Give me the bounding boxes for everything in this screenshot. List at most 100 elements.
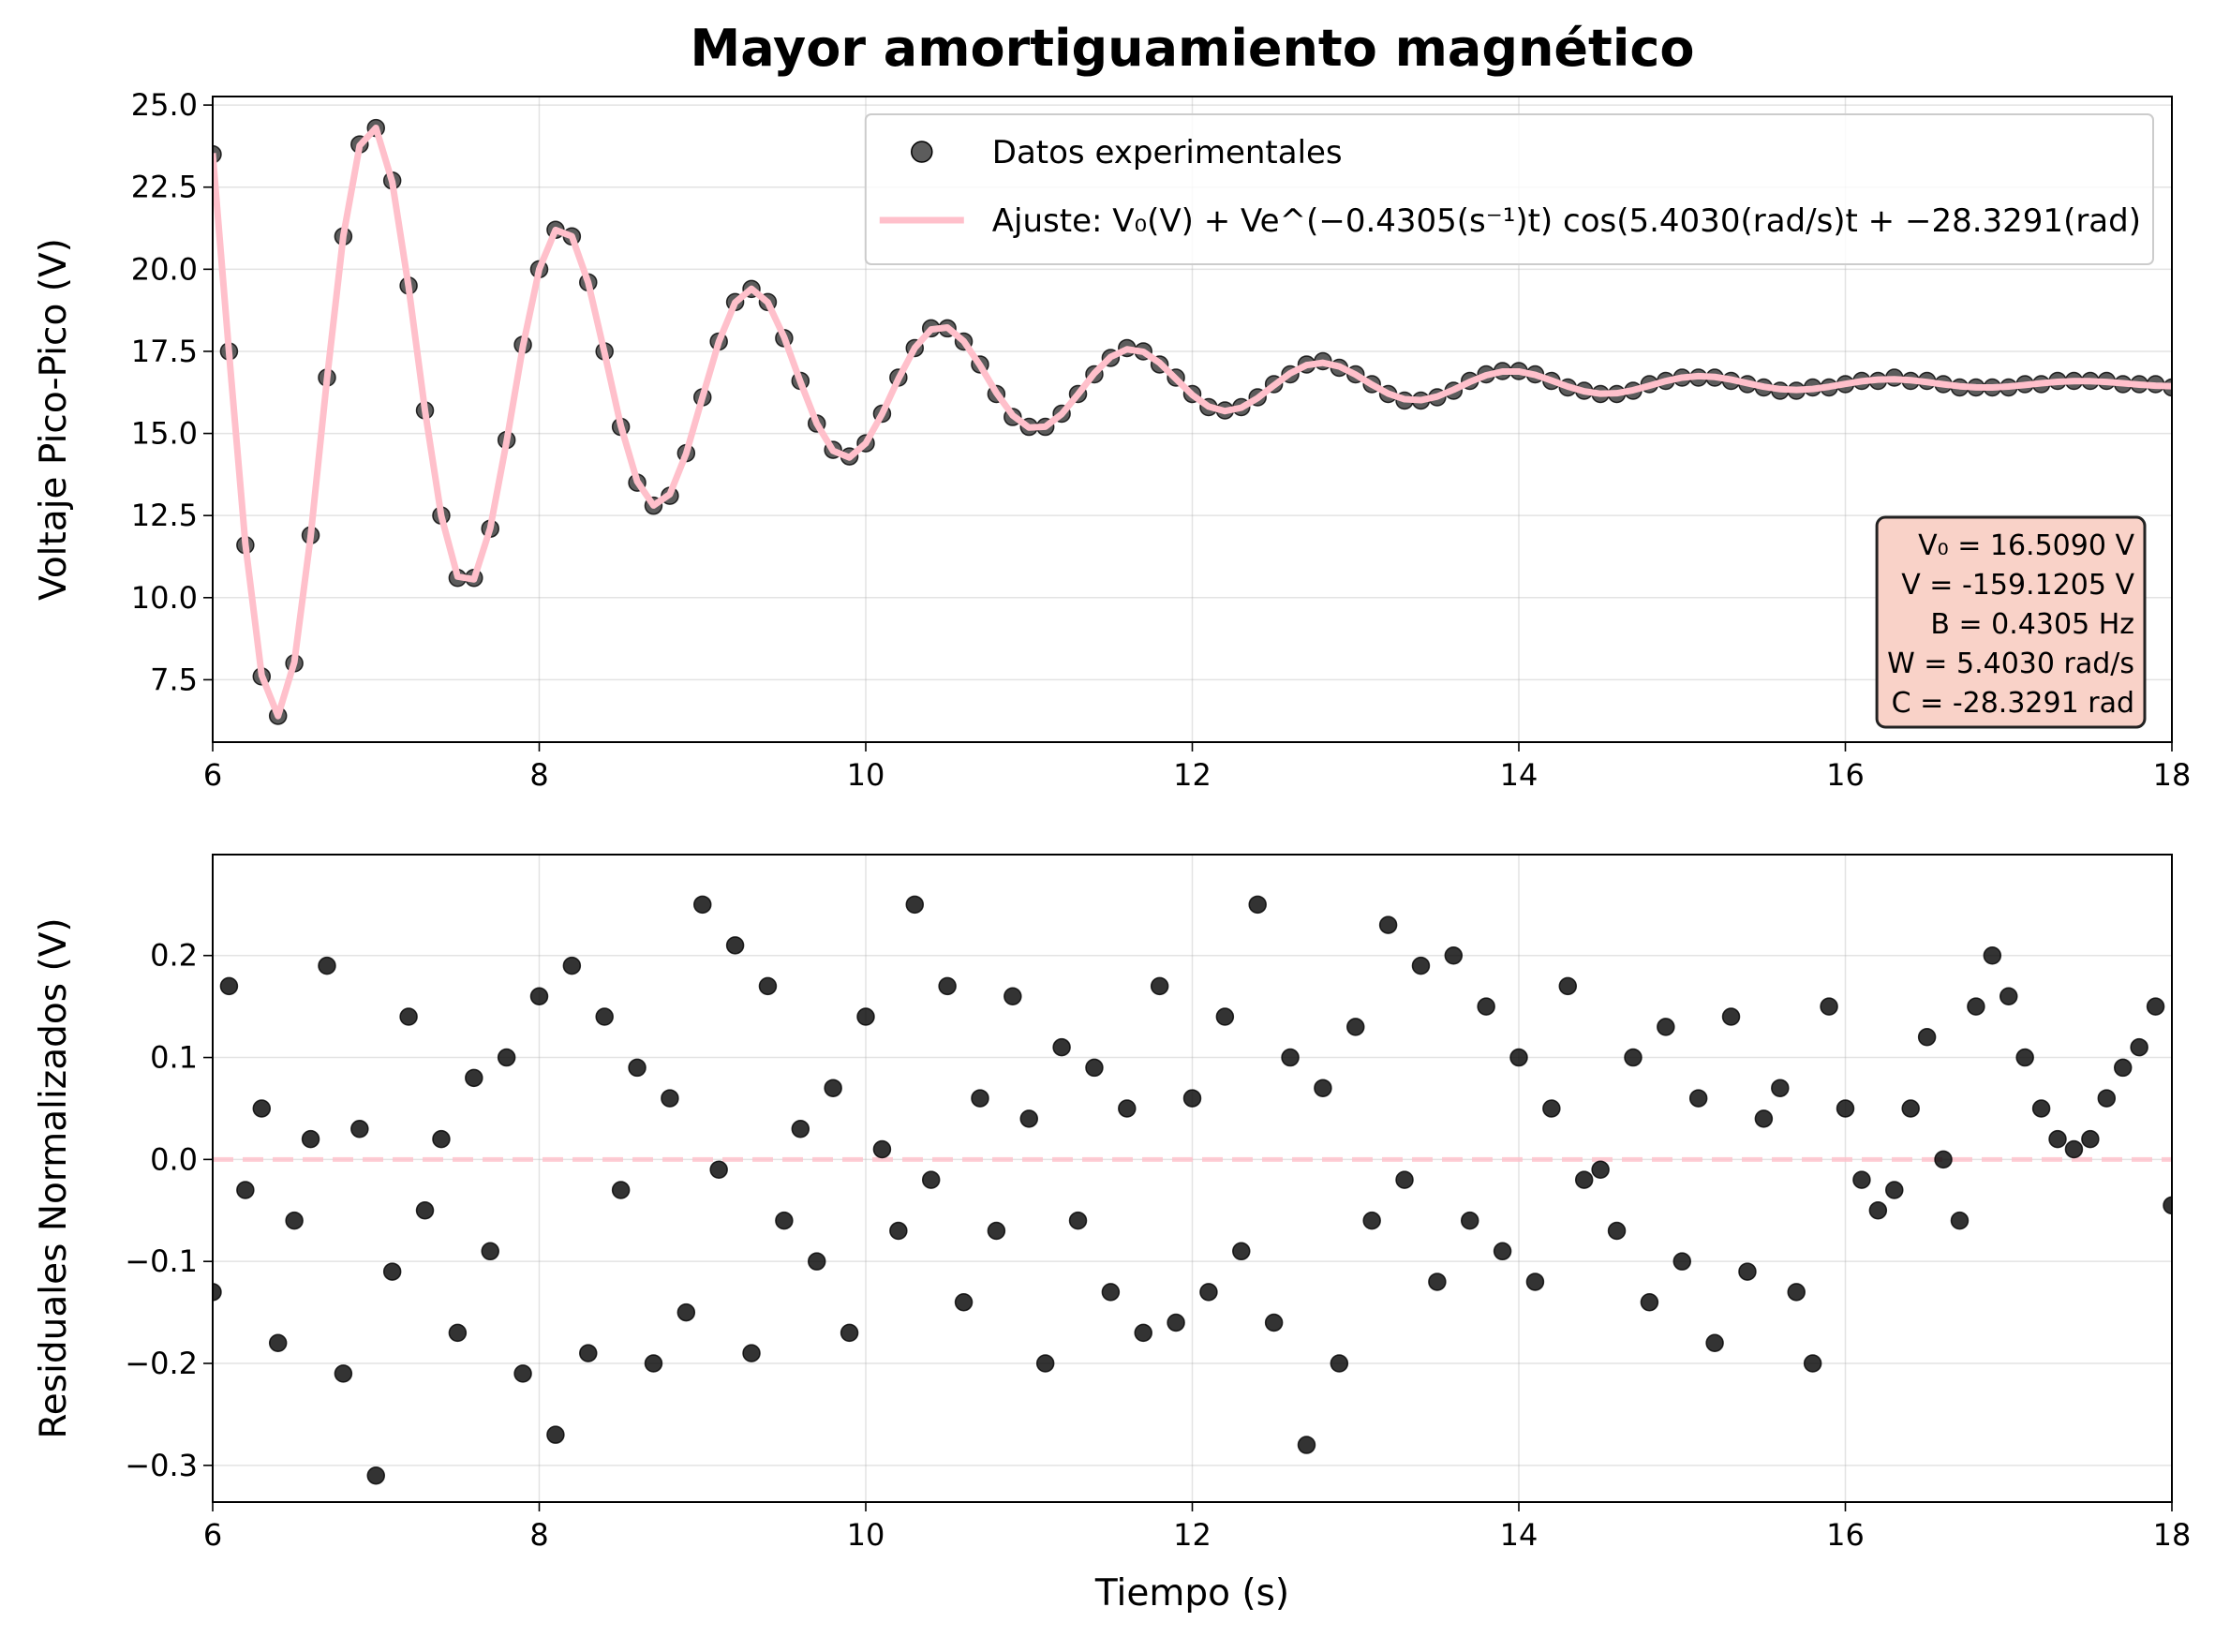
data-point xyxy=(758,976,778,996)
data-point xyxy=(1003,987,1022,1006)
data-point xyxy=(775,1211,794,1230)
data-point xyxy=(1591,1160,1610,1180)
data-point xyxy=(1314,1079,1332,1097)
y-axis-label: Residuales Normalizados (V) xyxy=(33,917,75,1438)
data-point xyxy=(546,1425,565,1444)
x-tick-label: 18 xyxy=(2153,757,2192,793)
data-point xyxy=(2081,1129,2100,1149)
y-tick-label: 7.5 xyxy=(150,662,198,697)
data-point xyxy=(856,1007,875,1026)
data-point xyxy=(987,1221,1006,1241)
data-point xyxy=(2048,1129,2067,1149)
y-tick-label: 22.5 xyxy=(131,170,198,205)
data-point xyxy=(595,1007,614,1026)
y-tick-label: 25.0 xyxy=(131,87,198,123)
data-point xyxy=(1182,1089,1202,1108)
data-point xyxy=(2031,1099,2051,1118)
data-point xyxy=(268,1333,288,1352)
data-point xyxy=(1640,1292,1659,1312)
data-point xyxy=(905,895,925,915)
data-point xyxy=(1378,915,1398,934)
data-point xyxy=(1787,1283,1806,1302)
data-point xyxy=(579,1344,598,1362)
data-point xyxy=(1901,1099,1920,1118)
data-point xyxy=(1134,1323,1152,1343)
data-point xyxy=(1199,1283,1218,1302)
annotation-line: W = 5.4030 rad/s xyxy=(1887,647,2134,680)
data-point xyxy=(1852,1170,1871,1189)
data-point xyxy=(1052,1037,1071,1057)
data-point xyxy=(742,1344,761,1362)
plot-area xyxy=(213,118,2172,725)
data-point xyxy=(497,1048,516,1067)
data-point xyxy=(481,1242,499,1261)
data-point xyxy=(448,1323,468,1343)
x-tick-label: 8 xyxy=(529,757,548,793)
data-point xyxy=(2015,1048,2034,1067)
data-point xyxy=(791,1119,810,1139)
data-point xyxy=(2130,1037,2148,1057)
data-point xyxy=(889,1221,908,1241)
data-point xyxy=(513,1364,532,1383)
data-point xyxy=(921,1170,941,1189)
x-tick-label: 14 xyxy=(1500,1517,1539,1553)
data-point xyxy=(1820,997,1838,1016)
data-point xyxy=(1330,1354,1349,1373)
data-point xyxy=(415,1201,435,1220)
data-point xyxy=(1297,1436,1316,1454)
data-point xyxy=(252,1099,272,1118)
data-point xyxy=(562,956,582,975)
data-point xyxy=(366,1466,385,1485)
y-tick-label: −0.1 xyxy=(125,1243,198,1279)
data-point xyxy=(1428,1272,1447,1291)
data-point xyxy=(611,1181,631,1199)
data-point xyxy=(1917,1028,1937,1047)
data-point xyxy=(824,1079,842,1097)
data-point xyxy=(1477,997,1495,1016)
x-tick-label: 14 xyxy=(1500,757,1539,793)
data-point xyxy=(1248,895,1267,915)
y-tick-label: 0.2 xyxy=(150,938,198,974)
legend-label: Ajuste: V₀(V) + Ve^(−0.4305(s⁻¹)t) cos(5… xyxy=(992,202,2141,240)
data-point xyxy=(465,1068,483,1088)
annotation-line: V = -159.1205 V xyxy=(1901,569,2134,602)
data-point xyxy=(1509,1048,1528,1067)
x-tick-label: 16 xyxy=(1826,757,1865,793)
data-point xyxy=(1836,1099,1855,1118)
x-tick-label: 10 xyxy=(847,1517,885,1553)
data-point xyxy=(1035,1354,1055,1373)
axes-frame xyxy=(212,96,2173,743)
data-point xyxy=(1411,956,1431,975)
data-point xyxy=(2064,1139,2084,1159)
data-point xyxy=(1672,1252,1691,1271)
data-point xyxy=(1885,1181,1904,1199)
data-point xyxy=(1705,1333,1724,1352)
data-point xyxy=(1346,1018,1365,1036)
data-point xyxy=(1754,1109,1774,1128)
data-point xyxy=(1215,1007,1235,1026)
data-point xyxy=(1803,1354,1822,1373)
x-tick-label: 12 xyxy=(1173,1517,1212,1553)
y-tick-label: −0.2 xyxy=(125,1346,198,1381)
data-point xyxy=(1281,1048,1300,1067)
data-point xyxy=(725,936,745,955)
annotation-box xyxy=(1875,515,2147,729)
x-tick-label: 12 xyxy=(1173,757,1212,793)
data-point xyxy=(693,895,712,915)
data-point xyxy=(1101,1283,1121,1302)
x-tick-label: 10 xyxy=(847,757,885,793)
data-point xyxy=(709,1160,728,1180)
data-point xyxy=(1950,1211,1970,1230)
data-point xyxy=(213,1283,222,1302)
data-point xyxy=(285,1211,304,1230)
data-point xyxy=(1167,1313,1185,1332)
data-point xyxy=(1068,1211,1088,1230)
annotation: V₀ = 16.5090 V V = -159.1205 V B = 0.4305 … xyxy=(1875,515,2147,729)
x-tick-label: 8 xyxy=(529,1517,548,1553)
data-point xyxy=(301,1129,320,1149)
data-point xyxy=(1771,1079,1790,1097)
plot-area xyxy=(213,895,2172,1485)
data-point xyxy=(644,1354,663,1373)
data-point xyxy=(1738,1262,1757,1281)
